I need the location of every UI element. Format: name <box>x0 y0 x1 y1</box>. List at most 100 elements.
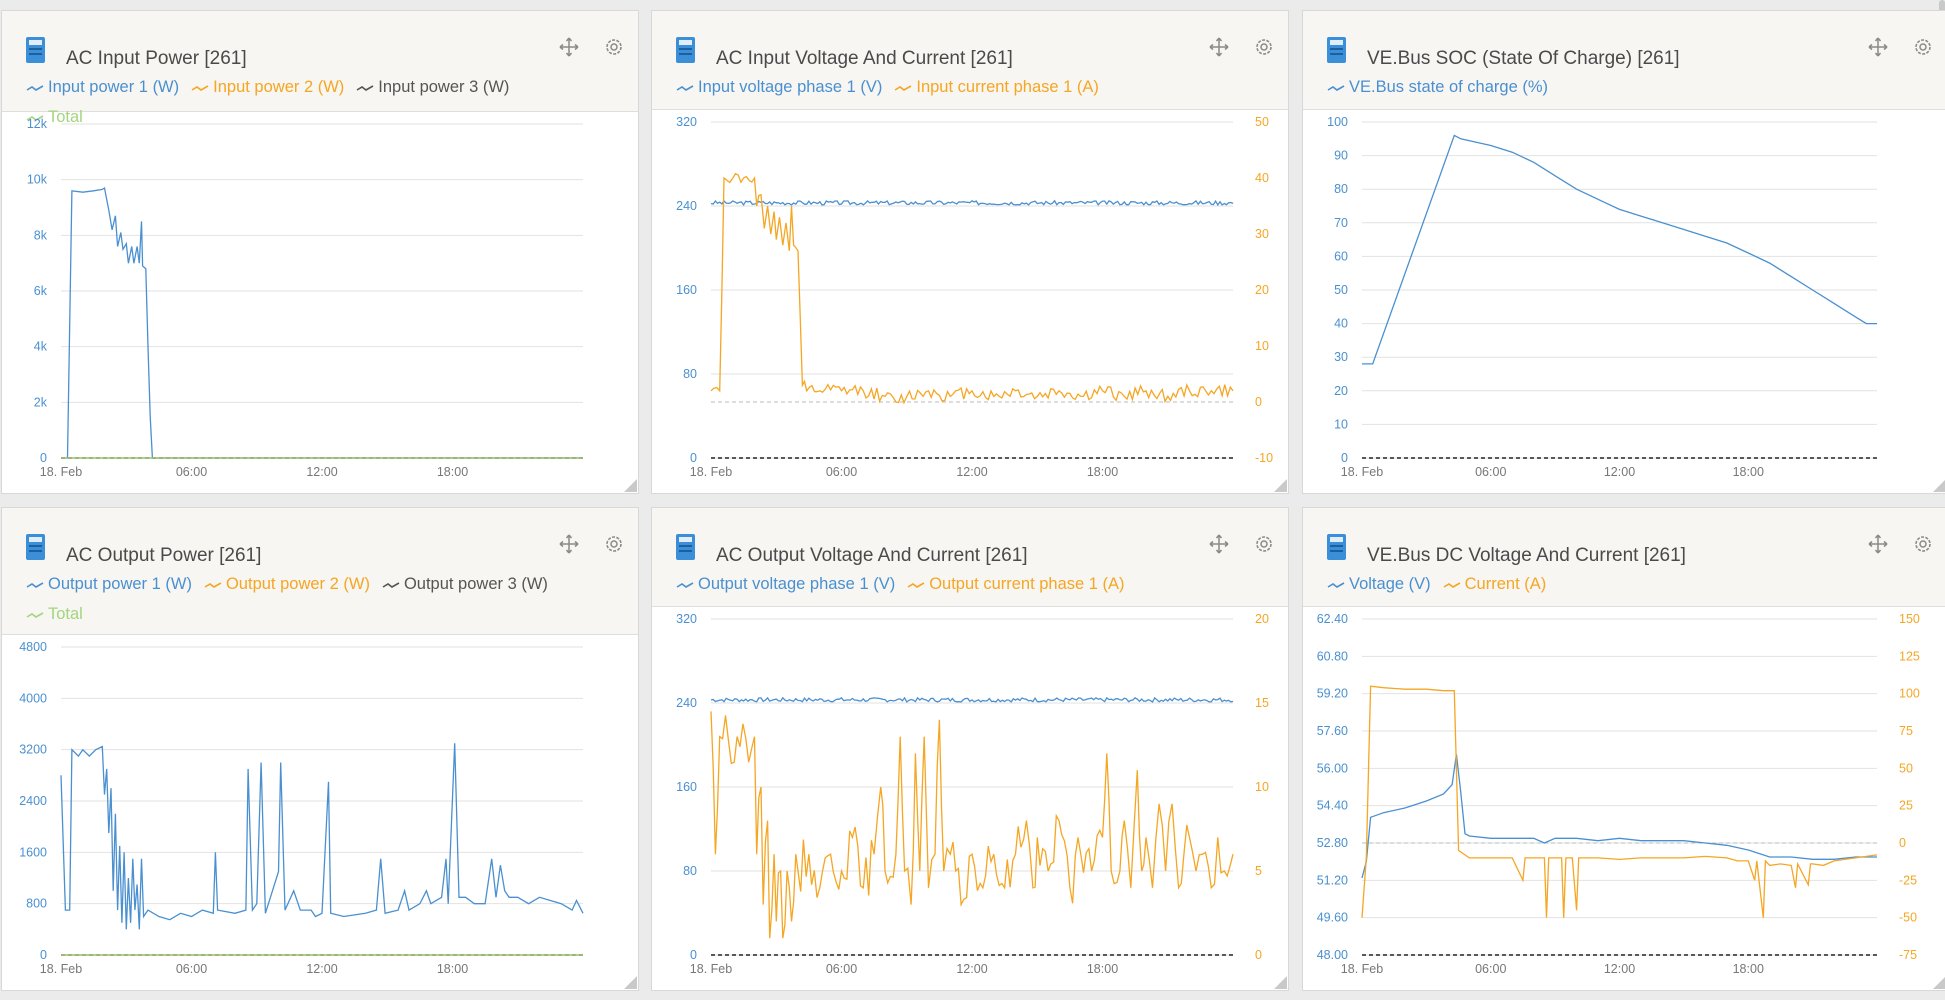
x-tick-label: 18. Feb <box>690 962 732 976</box>
resize-handle[interactable] <box>1933 479 1945 492</box>
legend-item[interactable]: Input power 3 (W) <box>356 72 509 102</box>
multiplus-device-icon <box>1327 37 1346 63</box>
legend-item[interactable]: Output voltage phase 1 (V) <box>676 569 895 599</box>
chart-svg: 0 80 160 240 320 -10 0 10 20 30 40 50 18. Feb 06:00 12… <box>676 115 1273 479</box>
legend-label: Total <box>48 108 83 126</box>
resize-handle[interactable] <box>1933 976 1945 989</box>
gear-icon[interactable] <box>602 35 626 59</box>
move-icon[interactable] <box>1866 532 1890 556</box>
gear-icon[interactable] <box>602 532 626 556</box>
y-tick-label: 59.20 <box>1317 687 1348 701</box>
x-tick-label: 18. Feb <box>1341 465 1383 479</box>
y2-tick-label: -25 <box>1899 873 1917 887</box>
legend-item[interactable]: Input power 2 (W) <box>191 72 344 102</box>
y-tick-label: 0 <box>690 948 697 962</box>
y2-tick-label: 50 <box>1255 115 1269 129</box>
gear-icon[interactable] <box>1911 35 1935 59</box>
legend-item[interactable]: Input current phase 1 (A) <box>894 72 1099 102</box>
widget-header: AC Input Voltage And Current [261] Input … <box>652 11 1288 110</box>
chart-plot: 0 2k 4k 6k 8k 10k 12k 18. Feb 06:00 12:00 18:00 <box>2 109 638 493</box>
move-icon[interactable] <box>557 35 581 59</box>
y-tick-label: 62.40 <box>1317 612 1348 626</box>
y-tick-label: 3200 <box>19 743 47 757</box>
legend-item[interactable]: Output power 2 (W) <box>204 569 370 599</box>
y-tick-label: 10k <box>27 173 48 187</box>
y-tick-label: 4k <box>34 340 48 354</box>
legend-item[interactable]: Output power 1 (W) <box>26 569 192 599</box>
y2-tick-label: 25 <box>1899 799 1913 813</box>
legend-item[interactable]: Input voltage phase 1 (V) <box>676 72 882 102</box>
legend-line-icon <box>1327 581 1345 588</box>
widget-title: AC Output Voltage And Current [261] <box>716 545 1028 566</box>
resize-handle[interactable] <box>1274 479 1287 492</box>
y-tick-label: 50 <box>1334 283 1348 297</box>
y-tick-label: 60.80 <box>1317 649 1348 663</box>
chart-plot: 0 800 1600 2400 3200 4000 4800 18. Feb 06:00 12:0… <box>2 632 638 990</box>
legend-line-icon <box>26 581 44 588</box>
chart-widget: VE.Bus SOC (State Of Charge) [261] VE.Bus… <box>1302 10 1945 494</box>
multiplus-device-icon <box>1327 534 1346 560</box>
legend-item[interactable]: Input power 1 (W) <box>26 72 179 102</box>
multiplus-device-icon <box>26 37 45 63</box>
y2-tick-label: 0 <box>1899 836 1906 850</box>
x-tick-label: 18:00 <box>1087 465 1118 479</box>
legend-item[interactable]: Voltage (V) <box>1327 569 1431 599</box>
x-tick-label: 18. Feb <box>1341 962 1383 976</box>
widget-title: VE.Bus DC Voltage And Current [261] <box>1367 545 1686 566</box>
x-tick-label: 18:00 <box>1733 962 1764 976</box>
gear-icon[interactable] <box>1252 35 1276 59</box>
resize-handle[interactable] <box>624 479 637 492</box>
widget-header: VE.Bus SOC (State Of Charge) [261] VE.Bus… <box>1303 11 1945 110</box>
resize-handle[interactable] <box>624 976 637 989</box>
y2-tick-label: 50 <box>1899 761 1913 775</box>
x-tick-label: 12:00 <box>1604 465 1635 479</box>
y2-tick-label: 10 <box>1255 780 1269 794</box>
y-tick-label: 8k <box>34 228 48 242</box>
legend-item[interactable]: Output power 3 (W) <box>382 569 548 599</box>
x-tick-label: 06:00 <box>1475 465 1506 479</box>
gear-icon[interactable] <box>1911 532 1935 556</box>
move-icon[interactable] <box>1207 35 1231 59</box>
series-line <box>1361 754 1877 879</box>
gear-icon[interactable] <box>1252 532 1276 556</box>
legend-line-icon <box>907 581 925 588</box>
resize-handle[interactable] <box>1274 976 1287 989</box>
legend-line-icon <box>676 581 694 588</box>
y-tick-label: 160 <box>676 780 697 794</box>
legend-item[interactable]: VE.Bus state of charge (%) <box>1327 72 1548 102</box>
y2-tick-label: 0 <box>1255 395 1262 409</box>
widget-title: AC Input Voltage And Current [261] <box>716 48 1013 69</box>
move-icon[interactable] <box>557 532 581 556</box>
y-tick-label: 1600 <box>19 845 47 859</box>
y-tick-label: 80 <box>683 367 697 381</box>
legend-line-icon <box>26 611 44 618</box>
legend-label: Voltage (V) <box>1349 575 1431 593</box>
x-tick-label: 12:00 <box>1604 962 1635 976</box>
x-tick-label: 18:00 <box>1733 465 1764 479</box>
x-tick-label: 12:00 <box>306 962 337 976</box>
move-icon[interactable] <box>1866 35 1890 59</box>
series-line <box>60 743 584 930</box>
y2-tick-label: -10 <box>1255 451 1273 465</box>
legend-item[interactable]: Total <box>26 102 83 132</box>
legend-item[interactable]: Output current phase 1 (A) <box>907 569 1125 599</box>
x-tick-label: 12:00 <box>956 465 987 479</box>
x-tick-label: 06:00 <box>176 962 207 976</box>
y-tick-label: 0 <box>690 451 697 465</box>
legend-line-icon <box>1443 581 1461 588</box>
x-tick-label: 12:00 <box>306 465 337 479</box>
legend-item[interactable]: Total <box>26 599 83 629</box>
move-icon[interactable] <box>1207 532 1231 556</box>
y-tick-label: 6k <box>34 284 48 298</box>
chart-plot: 48.00 49.60 51.20 52.80 54.40 56.00 57.60 59.20… <box>1303 604 1945 990</box>
legend-label: VE.Bus state of charge (%) <box>1349 78 1549 96</box>
y-tick-label: 54.40 <box>1317 799 1348 813</box>
widget-header: AC Output Power [261] Output power 1 (W) O… <box>2 508 638 635</box>
chart-legend: VE.Bus state of charge (%) <box>1327 72 1877 102</box>
chart-svg: 48.00 49.60 51.20 52.80 54.40 56.00 57.60 59.20… <box>1317 612 1920 976</box>
chart-widget: AC Input Power [261] Input power 1 (W) Inp… <box>1 10 639 494</box>
chart-widget: AC Input Voltage And Current [261] Input … <box>651 10 1289 494</box>
legend-item[interactable]: Current (A) <box>1443 569 1546 599</box>
x-tick-label: 06:00 <box>1475 962 1506 976</box>
y-tick-label: 52.80 <box>1317 836 1348 850</box>
